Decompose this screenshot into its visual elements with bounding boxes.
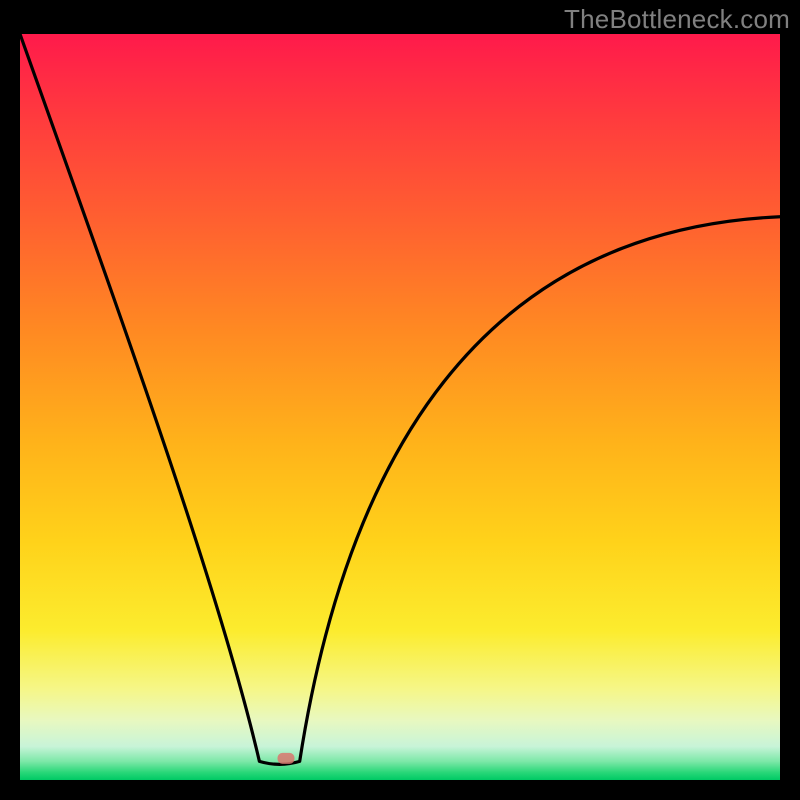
plot-area <box>20 34 780 780</box>
bottleneck-curve <box>20 34 780 780</box>
figure-root: TheBottleneck.com <box>0 0 800 800</box>
watermark-text: TheBottleneck.com <box>564 4 790 35</box>
minimum-marker <box>278 753 295 764</box>
